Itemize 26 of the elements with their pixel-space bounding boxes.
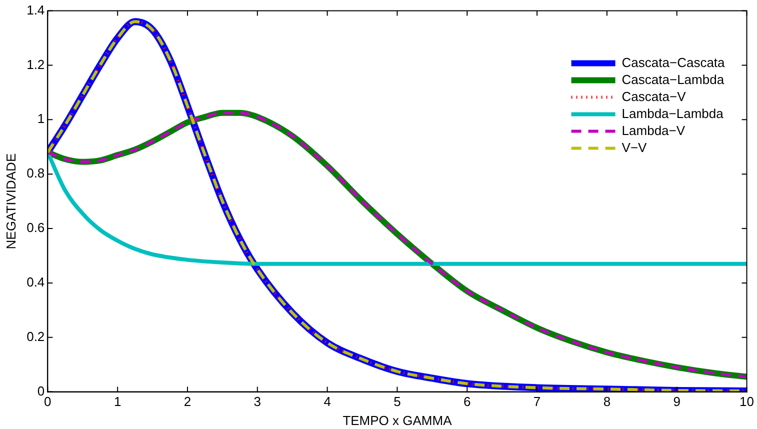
legend-label: V−V [622, 140, 648, 155]
x-tick-label: 1 [114, 394, 122, 410]
y-tick-label: 1.4 [26, 2, 45, 18]
x-tick-label: 3 [254, 394, 262, 410]
legend-label: Cascata−Cascata [622, 54, 726, 70]
y-tick-label: 0.2 [26, 328, 45, 344]
legend-label: Lambda−V [622, 122, 686, 138]
y-tick-label: 0.8 [26, 166, 45, 181]
x-tick-label: 6 [464, 394, 471, 410]
x-axis-title: TEMPO x GAMMA [342, 412, 452, 428]
x-tick-label: 10 [740, 394, 754, 410]
y-tick-label: 0.4 [26, 274, 45, 290]
y-tick-label: 1.2 [26, 56, 45, 72]
x-tick-label: 9 [673, 394, 680, 410]
y-axis-title: NEGATIVIDADE [3, 153, 18, 250]
legend-label: Cascata−Lambda [622, 72, 725, 87]
x-tick-label: 2 [184, 394, 192, 410]
y-tick-label: 0 [37, 383, 45, 398]
y-tick-label: 1 [37, 111, 45, 126]
y-tick-label: 0.6 [26, 220, 45, 236]
legend-label: Cascata−V [622, 88, 686, 104]
x-tick-label: 7 [533, 394, 541, 410]
x-tick-label: 4 [324, 394, 331, 410]
x-tick-label: 8 [603, 394, 611, 410]
x-tick-label: 5 [394, 394, 401, 410]
legend-label: Lambda−Lambda [622, 106, 724, 121]
